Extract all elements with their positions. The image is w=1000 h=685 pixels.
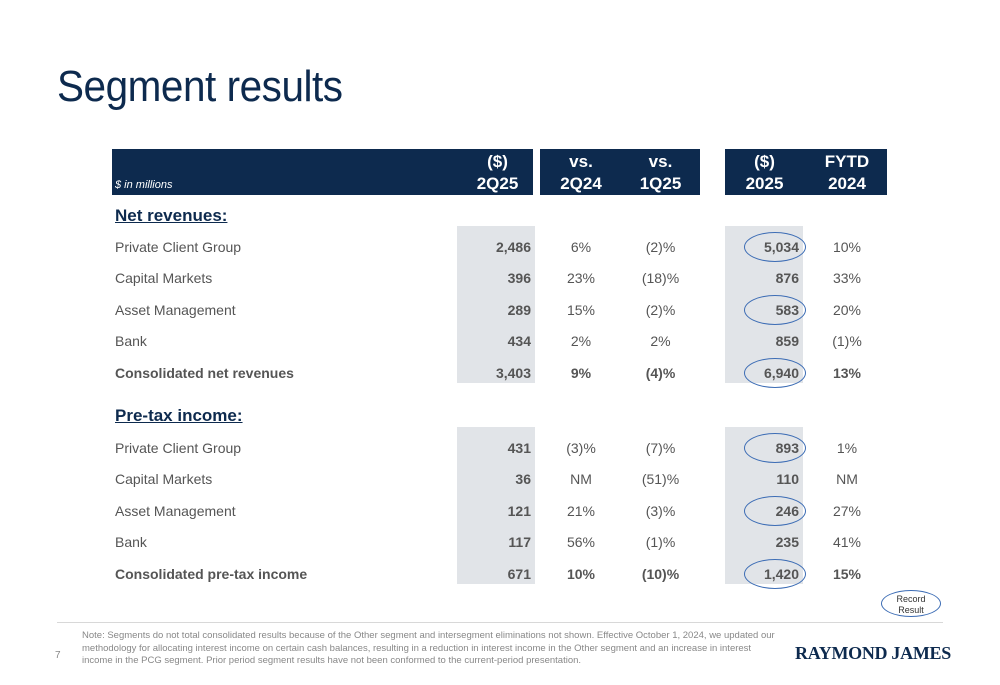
cell-fytd-2024: 41%	[832, 534, 862, 550]
cell-vs-1q25: (51)%	[641, 471, 680, 487]
cell-vs-2q24: 56%	[566, 534, 596, 550]
cell-fytd-2024: NM	[836, 471, 858, 487]
cell-vs-2q24: 21%	[566, 503, 596, 519]
cell-fytd-2024: 10%	[832, 239, 862, 255]
table-header-bar-right	[725, 149, 887, 195]
cell-vs-1q25: (2)%	[645, 302, 676, 318]
record-result-legend: Record Result	[881, 590, 941, 617]
cell-fytd-2024: 20%	[832, 302, 862, 318]
cell-vs-2q24: 6%	[570, 239, 592, 255]
cell-fytd-2024: 27%	[832, 503, 862, 519]
row-label: Consolidated pre-tax income	[115, 566, 308, 582]
row-label: Consolidated net revenues	[115, 365, 294, 381]
cell-fytd-2024: 13%	[832, 365, 862, 381]
footer-divider	[57, 622, 943, 623]
row-label: Private Client Group	[115, 440, 242, 456]
cell-vs-2q24: 10%	[566, 566, 596, 582]
cell-2q25: 396	[507, 270, 531, 286]
row-label: Capital Markets	[115, 270, 213, 286]
shade-2q25-pretax	[457, 427, 535, 584]
cell-2q25: 434	[507, 333, 531, 349]
cell-fytd-2024: (1)%	[832, 333, 862, 349]
row-label: Private Client Group	[115, 239, 242, 255]
cell-vs-2q24: 9%	[570, 365, 592, 381]
cell-vs-2q24: 2%	[570, 333, 592, 349]
cell-vs-1q25: (7)%	[645, 440, 676, 456]
cell-2q25: 121	[507, 503, 531, 519]
cell-2q25: 671	[507, 566, 531, 582]
cell-2q25: 2,486	[495, 239, 531, 255]
col-header-2025: ($) 2025	[745, 152, 784, 193]
cell-fytd-2024: 15%	[832, 566, 862, 582]
cell-vs-1q25: (4)%	[645, 365, 676, 381]
cell-vs-2q24: NM	[570, 471, 592, 487]
col-header-2q25: ($) 2Q25	[476, 152, 519, 193]
col-header-vs-1q25: vs. 1Q25	[639, 152, 682, 193]
cell-vs-1q25: (10)%	[641, 566, 680, 582]
raymond-james-logo: RAYMOND JAMES	[795, 643, 951, 663]
section-heading-pretax-income: Pre-tax income:	[115, 406, 243, 425]
cell-vs-1q25: (18)%	[641, 270, 680, 286]
cell-2025: 110	[776, 471, 799, 487]
row-label: Asset Management	[115, 503, 236, 519]
units-label: $ in millions	[115, 179, 173, 191]
cell-vs-1q25: (2)%	[645, 239, 676, 255]
record-highlight-oval	[744, 232, 806, 262]
record-highlight-oval	[744, 295, 806, 325]
cell-vs-1q25: 2%	[650, 333, 671, 349]
record-highlight-oval	[744, 433, 806, 463]
cell-2025: 859	[775, 333, 799, 349]
row-label: Capital Markets	[115, 471, 213, 487]
footnote: Note: Segments do not total consolidated…	[82, 630, 775, 666]
cell-vs-2q24: 15%	[566, 302, 596, 318]
cell-2q25: 36	[515, 471, 531, 487]
col-header-fytd-2024: FYTD 2024	[824, 152, 870, 193]
cell-fytd-2024: 1%	[836, 440, 858, 456]
section-heading-net-revenues: Net revenues:	[115, 206, 228, 225]
page-number: 7	[55, 650, 61, 661]
page-title: Segment results	[57, 62, 343, 111]
row-label: Bank	[115, 534, 147, 550]
cell-2q25: 117	[508, 534, 531, 550]
cell-vs-1q25: (1)%	[645, 534, 676, 550]
cell-vs-2q24: (3)%	[566, 440, 596, 456]
col-header-vs-2q24: vs. 2Q24	[560, 152, 602, 193]
table-header-bar-middle	[540, 149, 700, 195]
cell-fytd-2024: 33%	[832, 270, 862, 286]
row-label: Bank	[115, 333, 147, 349]
record-highlight-oval	[744, 358, 806, 388]
cell-2025: 235	[775, 534, 799, 550]
cell-vs-1q25: (3)%	[645, 503, 676, 519]
row-label: Asset Management	[115, 302, 236, 318]
record-highlight-oval	[744, 496, 806, 526]
shade-2q25-net-revenues	[457, 226, 535, 383]
cell-2q25: 431	[507, 440, 531, 456]
table-header-bar-left	[112, 149, 533, 195]
cell-2025: 876	[775, 270, 799, 286]
cell-2q25: 289	[507, 302, 531, 318]
record-highlight-oval	[744, 559, 806, 589]
cell-2q25: 3,403	[495, 365, 531, 381]
cell-vs-2q24: 23%	[566, 270, 596, 286]
